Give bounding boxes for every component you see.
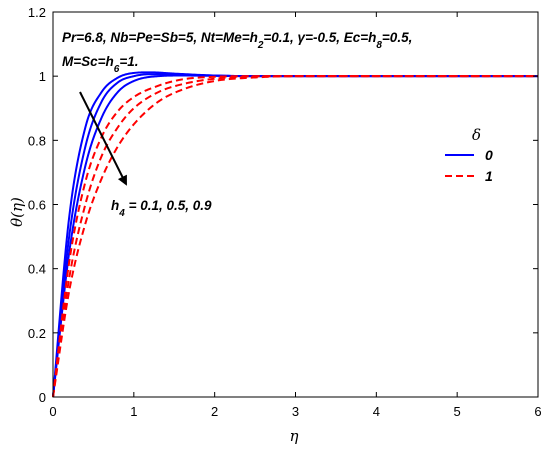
y-tick-label: 1.2 xyxy=(28,5,46,20)
y-tick-label: 0.8 xyxy=(28,133,46,148)
x-tick-label: 4 xyxy=(373,404,380,419)
legend: δ 0 1 xyxy=(445,126,493,184)
y-tick-label: 0 xyxy=(39,390,46,405)
y-tick-label: 0.6 xyxy=(28,198,46,213)
x-tick-label: 3 xyxy=(292,404,299,419)
x-tick-label: 1 xyxy=(130,404,137,419)
y-tick-label: 0.4 xyxy=(28,262,46,277)
series-line-delta-0-curve-1 xyxy=(52,71,538,398)
legend-label-delta-1: 1 xyxy=(485,168,493,184)
legend-title: δ xyxy=(472,126,481,144)
params-annotation-line2: M=Sc=h6=1. xyxy=(62,54,139,75)
h4-trend-arrow xyxy=(79,91,127,186)
series-line-delta-1-curve-5 xyxy=(52,75,538,398)
x-tick-label: 5 xyxy=(454,404,461,419)
y-tick-label: 0.2 xyxy=(28,326,46,341)
series-line-delta-1-curve-4 xyxy=(52,75,538,398)
y-axis-label: θ(η) xyxy=(8,197,26,227)
x-axis-label: η xyxy=(290,427,299,445)
x-tick-label: 0 xyxy=(49,404,56,419)
ticks-layer: 0 1 2 3 4 5 6 0 0.2 0.4 0.6 0.8 1 1.2 xyxy=(28,5,542,419)
y-tick-label: 1 xyxy=(39,69,46,84)
series-line-delta-0-curve-2 xyxy=(52,73,538,398)
series-layer xyxy=(52,71,538,398)
series-line-delta-0-curve-3 xyxy=(52,74,538,398)
params-annotation-line1: Pr=6.8, Nb=Pe=Sb=5, Nt=Me=h2=0.1, γ=-0.5… xyxy=(62,30,412,51)
x-tick-label: 2 xyxy=(211,404,218,419)
series-line-delta-1-curve-6 xyxy=(52,75,538,398)
x-tick-label: 6 xyxy=(534,404,541,419)
h4-arrow-label: h4 = 0.1, 0.5, 0.9 xyxy=(111,198,212,219)
legend-label-delta-0: 0 xyxy=(485,147,493,163)
